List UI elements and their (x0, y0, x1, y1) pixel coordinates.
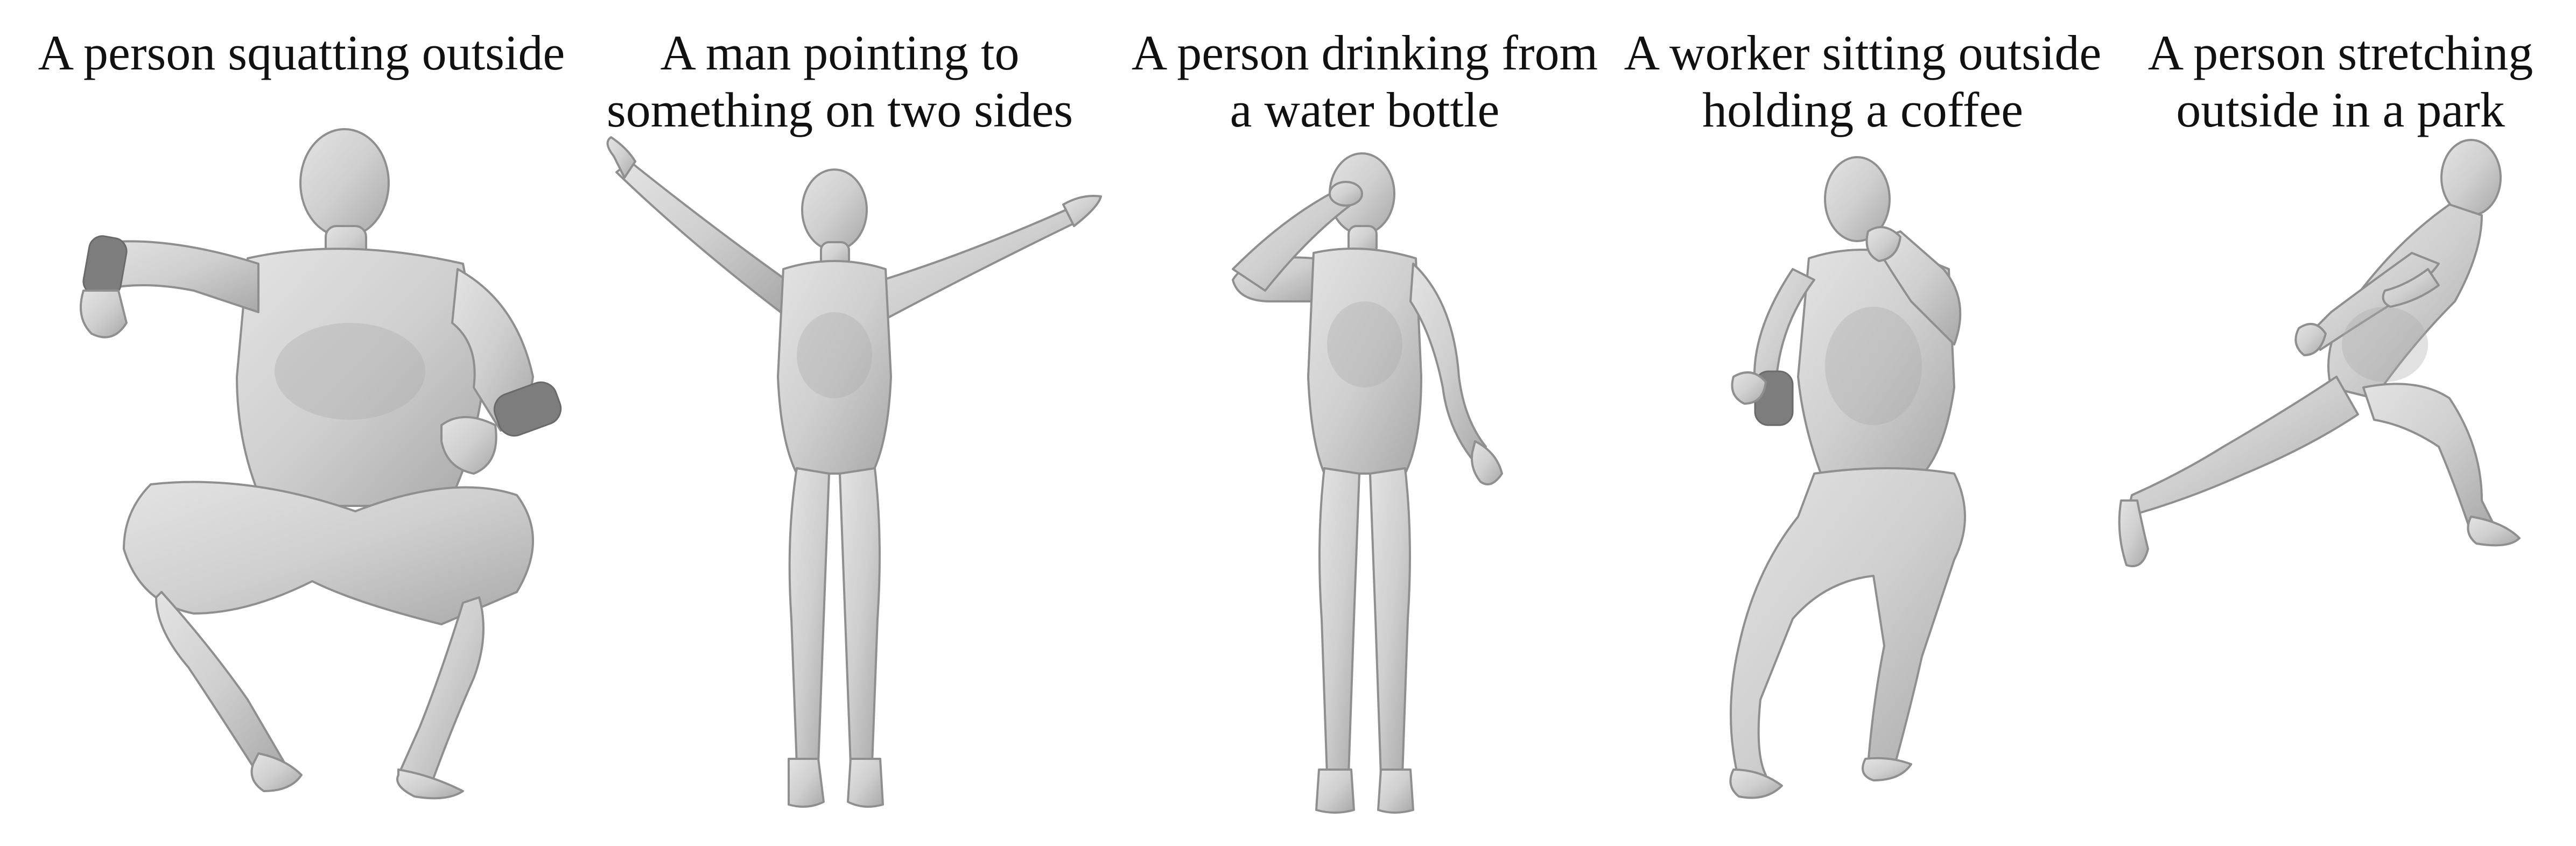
body-mesh-squatting (80, 128, 562, 800)
caption-pointing: A man pointing to something on two sides (606, 25, 1073, 137)
caption-stretching: A person stretching outside in a park (2147, 25, 2533, 137)
panel-stretching: A person stretching outside in a park (2105, 0, 2576, 846)
panel-squatting: A person squatting outside (32, 0, 571, 846)
panel-drinking: A person drinking from a water bottle (1109, 0, 1620, 846)
caption-drinking: A person drinking from a water bottle (1131, 25, 1598, 137)
caption-squatting: A person squatting outside (38, 25, 565, 80)
body-mesh-stretching (2118, 139, 2521, 567)
caption-sitting: A worker sitting outside holding a coffe… (1624, 25, 2102, 137)
body-mesh-sitting (1729, 156, 1966, 799)
body-mesh-pointing (606, 136, 1102, 808)
panel-pointing: A man pointing to something on two sides (571, 0, 1109, 846)
panel-sitting: A worker sitting outside holding a coffe… (1620, 0, 2105, 846)
body-mesh-drinking (1232, 152, 1503, 814)
